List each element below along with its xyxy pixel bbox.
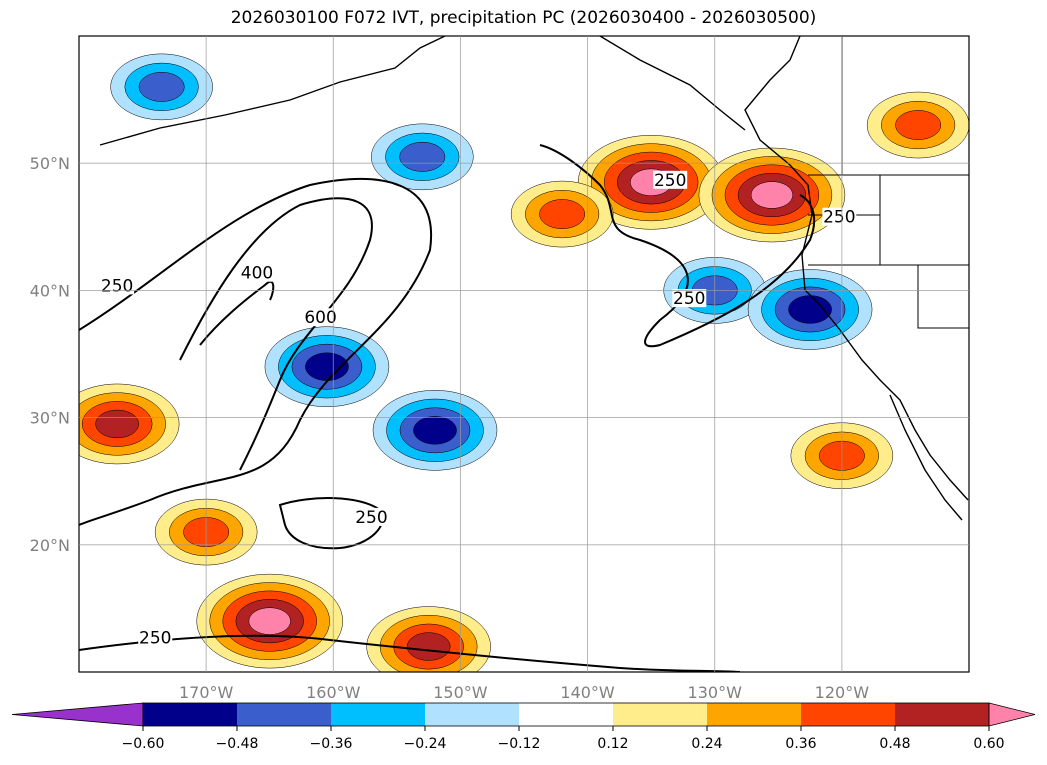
contour-label-bg bbox=[653, 170, 688, 189]
ivt-contour-400 bbox=[179, 197, 373, 471]
colorbar-swatch bbox=[425, 703, 520, 726]
contour-label: 250 bbox=[101, 276, 133, 296]
precip-region-8 bbox=[79, 383, 180, 465]
precip-region-13 bbox=[866, 91, 969, 159]
colorbar-tick-label: 0.36 bbox=[785, 736, 816, 752]
colorbar-swatch bbox=[519, 703, 614, 726]
latitude-tick-labels: 20°N 30°N 40°N 50°N bbox=[30, 154, 70, 555]
precip-region-9 bbox=[196, 573, 343, 669]
precip-region-7 bbox=[698, 147, 846, 243]
lat-tick-label: 20°N bbox=[30, 536, 70, 555]
colorbar-tick-label: 0.24 bbox=[691, 736, 722, 752]
precip-region-11 bbox=[510, 180, 614, 248]
precip-region-1 bbox=[371, 123, 474, 191]
chart-title: 2026030100 F072 IVT, precipitation PC (2… bbox=[230, 8, 817, 28]
colorbar-swatch bbox=[801, 703, 896, 726]
contour-label: 400 bbox=[241, 264, 273, 284]
precip-region-12 bbox=[154, 498, 258, 566]
colorbar-tick-label: 0.48 bbox=[879, 736, 910, 752]
map-background bbox=[79, 36, 969, 672]
map-frame bbox=[78, 35, 970, 673]
ivt-contour-labels: 250 400 600 250 250 250 250 250 bbox=[100, 170, 857, 649]
precip-region-2 bbox=[264, 326, 390, 407]
colorbar-tick-labels: −0.60 −0.48 −0.36 −0.24 −0.12 0.12 0.24 0.36 0.4… bbox=[122, 726, 1005, 752]
lon-tick-label: 150°W bbox=[433, 683, 488, 702]
lat-tick-label: 30°N bbox=[30, 409, 70, 428]
precip-band bbox=[539, 199, 586, 229]
colorbar-tick-label: 0.12 bbox=[597, 736, 628, 752]
lon-tick-label: 120°W bbox=[815, 683, 870, 702]
ivt-contour-250-ne bbox=[539, 144, 816, 348]
colorbar-frame bbox=[142, 702, 990, 727]
contour-label-bg bbox=[240, 263, 274, 282]
precip-region-0 bbox=[110, 53, 213, 121]
colorbar-tick-label: 0.60 bbox=[973, 736, 1004, 752]
precip-band bbox=[406, 632, 451, 661]
contour-label: 250 bbox=[823, 208, 855, 228]
precip-band bbox=[413, 416, 457, 445]
ivt-contour-600 bbox=[199, 280, 275, 346]
lon-tick-label: 130°W bbox=[688, 683, 743, 702]
contour-label: 250 bbox=[355, 508, 387, 528]
coastline-alaska-panhandle bbox=[599, 36, 746, 131]
contour-label: 250 bbox=[139, 629, 171, 649]
colorbar-swatch bbox=[613, 703, 708, 726]
colorbar-tick-label: −0.24 bbox=[404, 736, 447, 752]
colorbar-tick-label: −0.36 bbox=[310, 736, 353, 752]
precip-region-5 bbox=[747, 269, 873, 350]
coastline-alaska bbox=[99, 36, 446, 146]
contour-label-bg bbox=[138, 628, 173, 647]
ivt-contour-250-south bbox=[79, 634, 741, 672]
colorbar-swatch bbox=[895, 703, 990, 726]
contour-label-bg bbox=[672, 289, 707, 308]
contour-label: 250 bbox=[673, 289, 705, 309]
contour-label: 250 bbox=[654, 171, 686, 191]
precip-band bbox=[399, 141, 446, 172]
precip-band bbox=[750, 181, 794, 209]
colorbar-tick-label: −0.48 bbox=[216, 736, 259, 752]
lat-tick-label: 50°N bbox=[30, 154, 70, 173]
contour-label: 600 bbox=[304, 308, 336, 328]
precip-band bbox=[248, 607, 291, 635]
precip-region-3 bbox=[372, 390, 498, 471]
colorbar-extend-min bbox=[11, 702, 144, 727]
precip-region-10 bbox=[366, 606, 491, 672]
colorbar-extend-max bbox=[988, 702, 1036, 727]
lon-tick-label: 140°W bbox=[560, 683, 615, 702]
colorbar-swatch bbox=[707, 703, 802, 726]
precip-band bbox=[788, 295, 832, 324]
precip-band bbox=[138, 71, 185, 102]
lon-tick-label: 170°W bbox=[179, 683, 234, 702]
colorbar bbox=[11, 702, 1036, 727]
ivt-contour-250-west bbox=[79, 177, 433, 526]
colorbar-swatch bbox=[237, 703, 332, 726]
contour-label-bg bbox=[303, 308, 338, 327]
colorbar-tick-label: −0.60 bbox=[122, 736, 165, 752]
precip-band bbox=[95, 409, 139, 439]
colorbar-swatch bbox=[331, 703, 426, 726]
longitude-tick-labels: 170°W 160°W 150°W 140°W 130°W 120°W bbox=[179, 683, 869, 702]
contour-label-bg bbox=[822, 207, 857, 226]
ivt-contours bbox=[79, 144, 816, 672]
gridlines bbox=[79, 36, 969, 672]
colorbar-swatch bbox=[143, 703, 238, 726]
contour-label-bg bbox=[354, 507, 389, 526]
colorbar-tick-label: −0.12 bbox=[498, 736, 541, 752]
coastline-baja bbox=[889, 394, 963, 521]
lat-tick-label: 40°N bbox=[30, 281, 70, 300]
precip-band bbox=[895, 110, 942, 140]
contour-label-bg bbox=[100, 276, 135, 295]
ivt-contour-250-loop bbox=[278, 497, 384, 550]
lon-tick-label: 160°W bbox=[306, 683, 361, 702]
